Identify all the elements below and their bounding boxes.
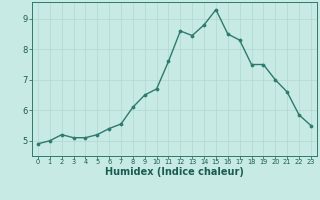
X-axis label: Humidex (Indice chaleur): Humidex (Indice chaleur) [105, 167, 244, 177]
